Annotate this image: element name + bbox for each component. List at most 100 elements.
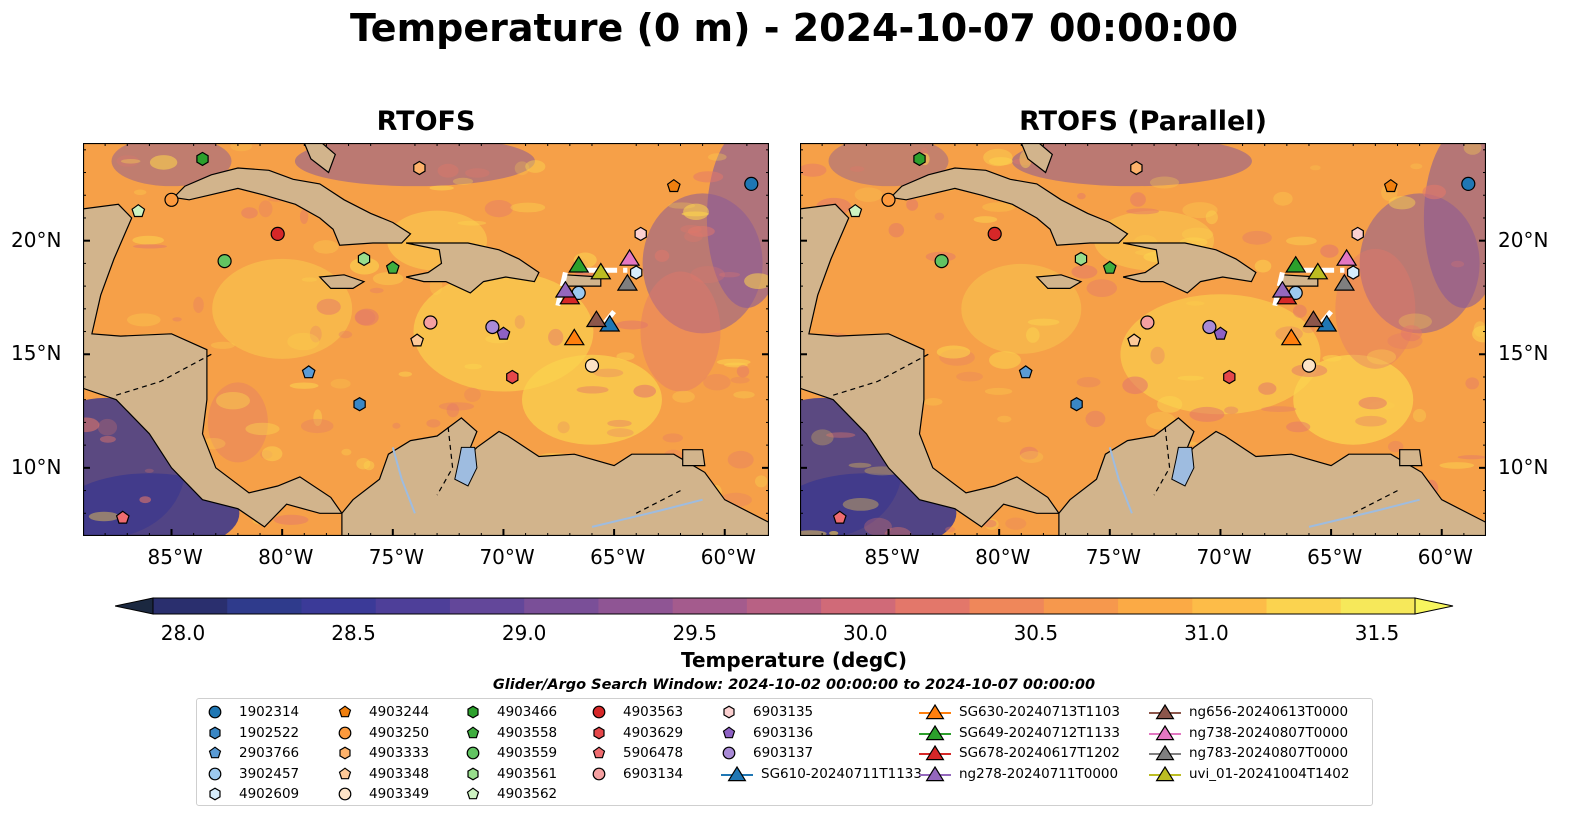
argo-marker-6903136 — [1213, 326, 1228, 340]
argo-marker-4903559 — [934, 253, 949, 269]
argo-marker-1902314 — [744, 176, 759, 192]
legend-item-label: 1902522 — [239, 724, 300, 741]
legend-item: 4903561 — [463, 765, 557, 783]
glider-marker-uvi_01-20241004T1402 — [590, 262, 612, 280]
triangle-marker-icon — [919, 744, 951, 761]
argo-marker-4903563 — [270, 226, 285, 242]
border — [1153, 426, 1171, 496]
legend-item: 3902457 — [205, 765, 299, 783]
land-cuba — [172, 167, 412, 246]
glider-marker-ng278-20240711T0000 — [554, 280, 576, 298]
land-jamaica — [1035, 274, 1083, 289]
land-trinidad — [682, 449, 706, 467]
colorbar-segment — [969, 598, 1045, 614]
lon-tick-label: 80°W — [258, 545, 314, 569]
glider-marker-ng783-20240807T0000 — [1333, 273, 1355, 291]
legend-item-label: SG649-20240712T1133 — [959, 724, 1120, 741]
glider-marker-ng783-20240807T0000 — [616, 273, 638, 291]
legend-item-label: SG610-20240711T1133 — [761, 765, 922, 782]
lon-tick-label: 60°W — [1417, 545, 1473, 569]
argo-marker-6903137 — [1202, 319, 1217, 335]
colorbar-tick-label: 29.5 — [672, 621, 717, 645]
legend-item: 2903766 — [205, 744, 299, 762]
legend-item-label: 5906478 — [623, 745, 684, 761]
legend-item: 4903244 — [335, 703, 429, 721]
argo-marker-4903348 — [410, 333, 425, 347]
legend-item-label: SG630-20240713T1103 — [959, 704, 1120, 720]
argo-marker-4902609 — [630, 265, 643, 280]
legend-item-label: 6903134 — [623, 765, 684, 782]
triangle-marker-icon — [1149, 744, 1181, 761]
triangle-marker-icon — [1149, 703, 1181, 720]
argo-marker-4903561 — [357, 251, 371, 267]
colorbar-segment — [227, 598, 303, 614]
glider-marker-SG630-20240713T1103 — [563, 328, 585, 346]
glider-marker-ng656-20240613T0000 — [585, 310, 607, 328]
argo-marker-1902522 — [353, 397, 366, 412]
pentagon-marker-icon — [722, 725, 736, 738]
lon-tick-label: 65°W — [1307, 545, 1363, 569]
pentagon-marker-icon — [338, 766, 352, 779]
river — [391, 447, 416, 514]
circle-marker-icon — [592, 705, 606, 719]
argo-marker-6903137 — [485, 319, 500, 335]
argo-marker-4903349 — [1301, 358, 1317, 373]
argo-marker-6903134 — [1140, 315, 1155, 330]
border — [116, 353, 212, 396]
colorbar-segment — [895, 598, 971, 614]
circle-marker-icon — [338, 787, 352, 801]
argo-marker-4903562 — [848, 203, 863, 218]
legend-item: 4903563 — [589, 703, 683, 721]
map-rtofs — [83, 143, 769, 536]
triangle-marker-icon — [1149, 765, 1181, 781]
legend-item-label: 4903559 — [497, 745, 558, 761]
legend-item: 4902609 — [205, 785, 299, 803]
lon-tick-label: 70°W — [1196, 545, 1252, 569]
argo-marker-4903466 — [196, 151, 209, 167]
pentagon-marker-icon — [208, 746, 222, 759]
legend-item: 1902522 — [205, 724, 299, 742]
river — [1108, 447, 1133, 514]
map-rtofs-parallel — [800, 143, 1486, 536]
legend-item: 4903349 — [335, 785, 429, 803]
lon-tick-label: 75°W — [1085, 545, 1142, 569]
colorbar-segment — [1043, 598, 1119, 614]
colorbar-segment — [301, 598, 377, 614]
colorbar-segment — [1340, 598, 1416, 614]
legend-item: 6903137 — [719, 744, 813, 762]
glider-marker-SG649-20240712T1133 — [1285, 255, 1307, 273]
lake-maracaibo — [1171, 446, 1195, 487]
legend-item: 4903466 — [463, 703, 557, 721]
argo-marker-4903244 — [666, 178, 681, 193]
argo-marker-4903558 — [385, 260, 400, 274]
pentagon-marker-icon — [466, 725, 480, 738]
legend-item-label: 6903136 — [753, 724, 814, 741]
legend-item-label: 4902609 — [239, 786, 300, 802]
hexagon-marker-icon — [209, 787, 221, 801]
legend-item: 5906478 — [589, 744, 683, 762]
panel-title-rtofs: RTOFS — [376, 106, 476, 137]
legend-item: uvi_01-20241004T1402 — [1147, 765, 1349, 783]
land-south-america — [341, 417, 769, 536]
circle-marker-icon — [592, 767, 606, 780]
lon-tick-label: 85°W — [147, 545, 203, 569]
legend-item-label: SG678-20240617T1202 — [959, 745, 1120, 761]
argo-marker-4903563 — [987, 226, 1002, 242]
land-central-america — [83, 203, 344, 528]
argo-marker-4903244 — [1383, 178, 1398, 193]
colorbar-tick-label: 30.0 — [843, 621, 888, 645]
colorbar-segment — [1192, 598, 1268, 614]
colorbar-segment — [821, 598, 896, 614]
circle-marker-icon — [466, 746, 480, 760]
argo-marker-4903349 — [584, 358, 600, 373]
circle-marker-icon — [208, 767, 222, 780]
legend-item: ng278-20240711T0000 — [917, 765, 1118, 783]
colorbar-label: Temperature (degC) — [681, 648, 907, 672]
legend-item: 4903629 — [589, 724, 683, 742]
lat-tick-label: 20°N — [11, 227, 62, 252]
figure-title: Temperature (0 m) - 2024-10-07 00:00:00 — [349, 6, 1239, 50]
legend-item: 4903348 — [335, 765, 429, 783]
land-south-america — [1058, 417, 1486, 536]
border — [436, 426, 454, 496]
hexagon-marker-icon — [209, 726, 221, 739]
